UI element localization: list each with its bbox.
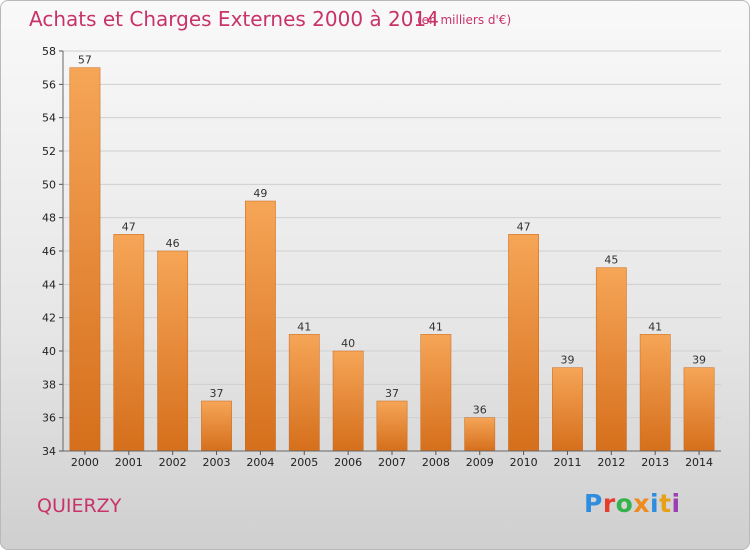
value-label: 40 — [341, 337, 355, 350]
y-tick-label: 50 — [42, 178, 56, 191]
bars — [69, 67, 715, 452]
x-tick-label: 2008 — [422, 456, 450, 469]
value-label: 47 — [517, 220, 531, 233]
value-label: 37 — [210, 387, 224, 400]
x-tick-label: 2005 — [290, 456, 318, 469]
bar — [508, 234, 539, 452]
proxiti-logo: Proxiti — [584, 489, 681, 518]
value-label: 57 — [78, 54, 92, 67]
bar — [113, 234, 145, 452]
logo-letter: x — [633, 489, 650, 518]
y-tick-label: 54 — [42, 112, 56, 125]
commune-name: QUIERZY — [37, 495, 122, 517]
y-tick-label: 52 — [42, 145, 56, 158]
logo-letter: o — [615, 489, 634, 518]
bar — [683, 367, 715, 452]
bar — [245, 200, 276, 452]
y-tick-label: 44 — [42, 278, 56, 291]
y-axis: 34 36 38 40 42 44 46 48 50 52 54 56 58 — [42, 45, 64, 458]
x-tick-label: 2010 — [510, 456, 538, 469]
x-tick-label: 2011 — [553, 456, 581, 469]
x-axis: 2000 2001 2002 2003 2004 2005 2006 2007 2008 2009… — [63, 450, 721, 469]
y-tick-label: 58 — [42, 45, 56, 58]
x-tick-label: 2003 — [203, 456, 231, 469]
value-label: 47 — [122, 220, 136, 233]
logo-letter: t — [659, 489, 672, 518]
bar — [201, 400, 232, 452]
x-tick-label: 2001 — [115, 456, 143, 469]
value-label: 37 — [385, 387, 399, 400]
y-tick-label: 34 — [42, 445, 56, 458]
bar — [69, 67, 101, 452]
bar — [464, 417, 496, 452]
y-tick-label: 40 — [42, 345, 56, 358]
value-labels: 57 47 46 37 49 41 40 37 41 36 47 39 45 41 39 — [78, 54, 706, 417]
value-label: 36 — [473, 404, 487, 417]
y-tick-label: 42 — [42, 312, 56, 325]
chart-title: Achats et Charges Externes 2000 à 2014 — [29, 7, 439, 31]
value-label: 41 — [429, 320, 443, 333]
value-label: 41 — [648, 320, 662, 333]
y-tick-label: 48 — [42, 212, 56, 225]
bar — [552, 367, 583, 452]
y-tick-label: 46 — [42, 245, 56, 258]
logo-letter: P — [584, 489, 603, 518]
chart-subtitle: (en milliers d'€) — [417, 13, 512, 27]
value-label: 45 — [604, 254, 618, 267]
value-label: 46 — [166, 237, 180, 250]
bar — [288, 334, 320, 452]
value-label: 39 — [692, 354, 706, 367]
x-tick-label: 2013 — [641, 456, 669, 469]
x-tick-label: 2012 — [597, 456, 625, 469]
value-label: 39 — [560, 354, 574, 367]
bar — [639, 334, 671, 452]
logo-letter: i — [650, 489, 660, 518]
bar — [157, 250, 189, 452]
logo-letter: i — [671, 489, 681, 518]
y-tick-label: 36 — [42, 412, 56, 425]
value-label: 41 — [297, 320, 311, 333]
bar — [332, 350, 364, 452]
x-tick-label: 2014 — [685, 456, 713, 469]
bar — [420, 334, 452, 452]
logo-letter: r — [602, 489, 616, 518]
bar — [376, 400, 408, 452]
value-label: 49 — [253, 187, 267, 200]
x-tick-label: 2000 — [71, 456, 99, 469]
y-tick-label: 56 — [42, 78, 56, 91]
x-tick-label: 2002 — [159, 456, 187, 469]
x-tick-label: 2009 — [466, 456, 494, 469]
x-tick-label: 2004 — [246, 456, 274, 469]
bar — [595, 267, 627, 452]
x-tick-label: 2006 — [334, 456, 362, 469]
y-tick-label: 38 — [42, 378, 56, 391]
x-tick-label: 2007 — [378, 456, 406, 469]
